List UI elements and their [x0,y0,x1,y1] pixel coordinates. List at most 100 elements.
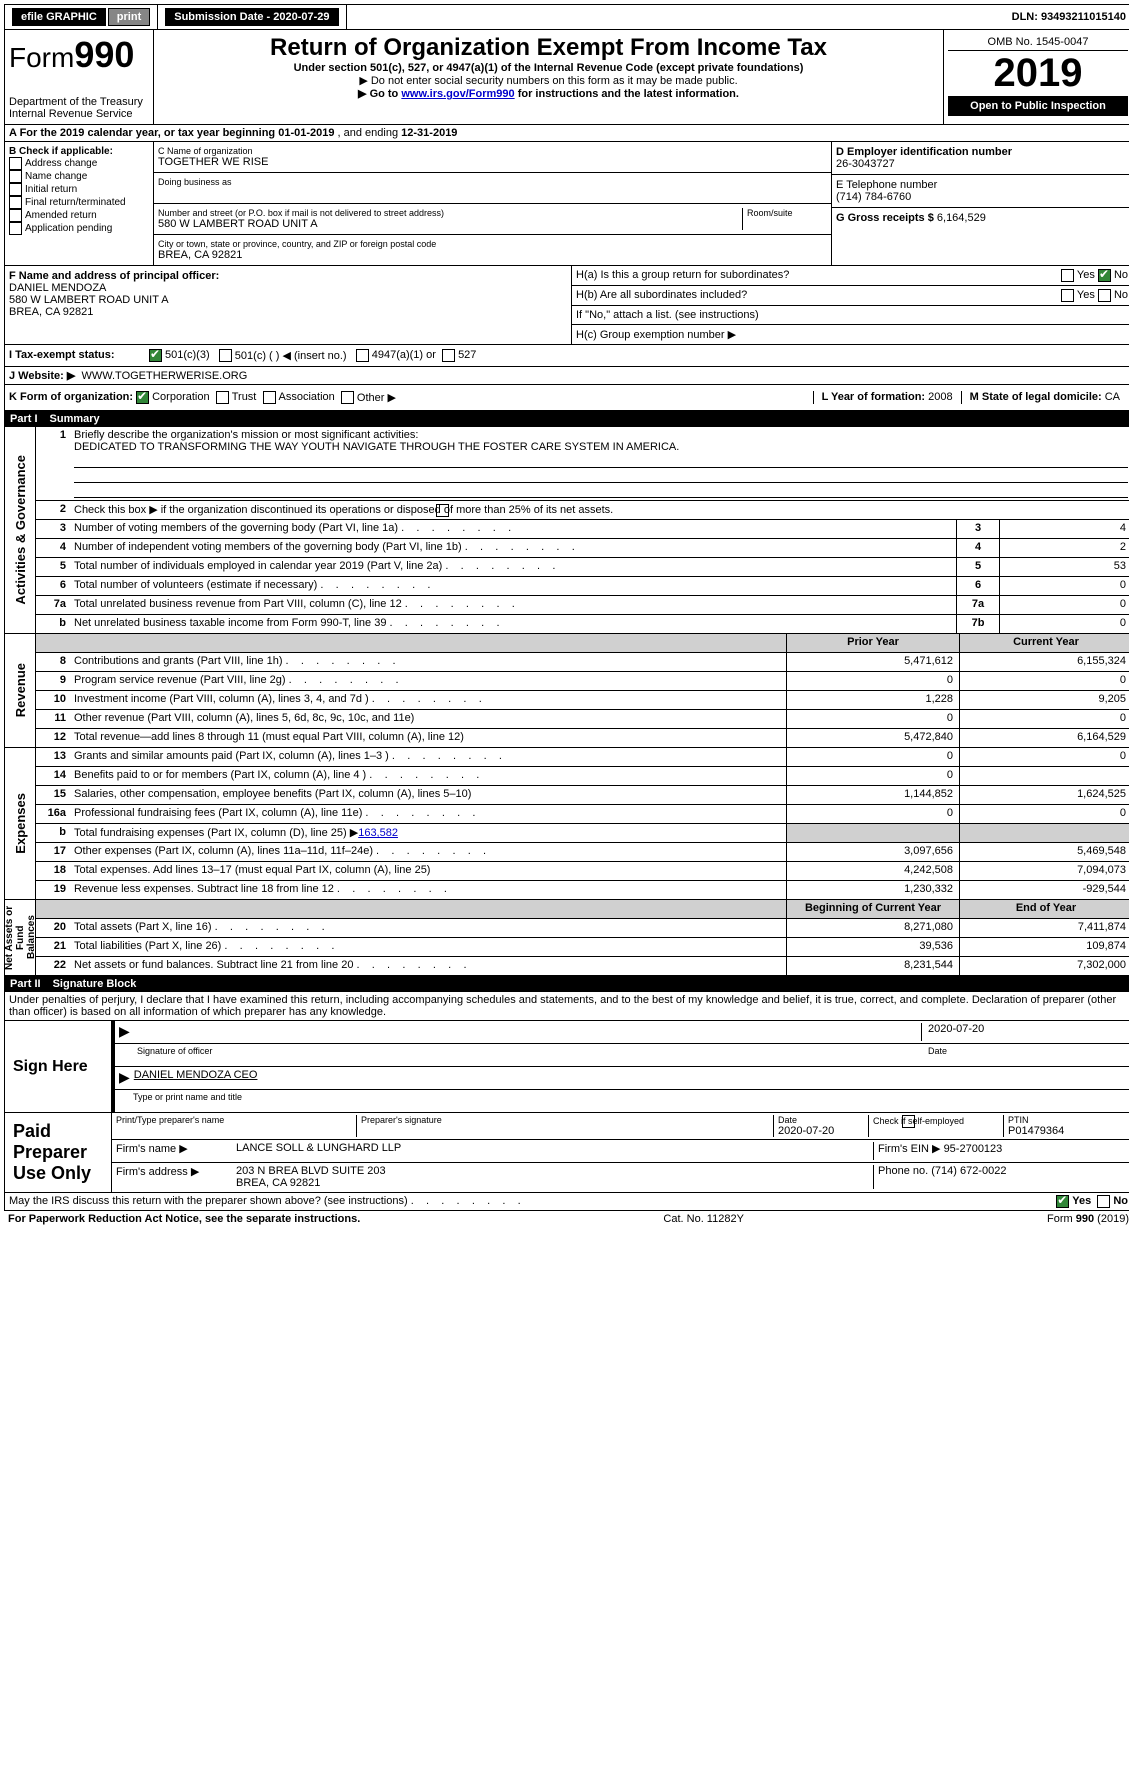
year-formation: 2008 [928,391,952,403]
mission-text: DEDICATED TO TRANSFORMING THE WAY YOUTH … [74,441,1128,453]
checkbox-trust[interactable] [216,391,229,404]
prior-11: 0 [786,710,959,728]
curr-14 [959,767,1129,785]
box-c: C Name of organization TOGETHER WE RISE … [154,142,831,265]
curr-8: 6,155,324 [959,653,1129,671]
officer-name: DANIEL MENDOZA [9,282,567,294]
val-7a: 0 [999,596,1129,614]
cat-no: Cat. No. 11282Y [663,1213,744,1225]
prior-8: 5,471,612 [786,653,959,671]
section-revenue: Revenue Prior YearCurrent Year 8Contribu… [4,634,1129,748]
checkbox-initial-return[interactable] [9,183,22,196]
form-title: Return of Organization Exempt From Incom… [158,34,939,62]
checkbox-amended[interactable] [9,209,22,222]
checkbox-hb-no[interactable] [1098,289,1111,302]
checkbox-discuss-yes[interactable] [1056,1195,1069,1208]
prior-20: 8,271,080 [786,919,959,937]
checkbox-discontinued[interactable] [436,504,449,517]
label-revenue: Revenue [11,659,30,721]
paperwork-notice: For Paperwork Reduction Act Notice, see … [8,1213,360,1225]
org-city: BREA, CA 92821 [158,249,827,261]
checkbox-discuss-no[interactable] [1097,1195,1110,1208]
officer-city: BREA, CA 92821 [9,306,567,318]
dept-treasury: Department of the Treasury [9,96,149,108]
checkbox-self-employed[interactable] [902,1115,915,1128]
form-header: Form990 Department of the Treasury Inter… [4,30,1129,125]
hdr-end: End of Year [959,900,1129,918]
checkbox-address-change[interactable] [9,157,22,170]
curr-10: 9,205 [959,691,1129,709]
checkbox-4947[interactable] [356,349,369,362]
checkbox-ha-yes[interactable] [1061,269,1074,282]
firm-name: LANCE SOLL & LUNGHARD LLP [236,1142,873,1160]
label-expenses: Expenses [11,789,30,858]
prior-14: 0 [786,767,959,785]
org-name: TOGETHER WE RISE [158,156,827,168]
perjury-statement: Under penalties of perjury, I declare th… [4,992,1129,1021]
checkbox-final-return[interactable] [9,196,22,209]
name-title-label: Type or print name and title [115,1090,1129,1112]
prior-18: 4,242,508 [786,862,959,880]
box-f: F Name and address of principal officer:… [5,266,572,344]
firm-ein: 95-2700123 [944,1143,1003,1155]
row-j: J Website: ▶ WWW.TOGETHERWERISE.ORG [4,367,1129,385]
submission-date: Submission Date - 2020-07-29 [165,8,338,26]
prior-10: 1,228 [786,691,959,709]
firm-address: 203 N BREA BLVD SUITE 203 [236,1165,873,1177]
checkbox-hb-yes[interactable] [1061,289,1074,302]
checkbox-name-change[interactable] [9,170,22,183]
omb-number: OMB No. 1545-0047 [948,34,1128,51]
curr-19: -929,544 [959,881,1129,899]
sig-date: 2020-07-20 [921,1023,1128,1041]
tax-year: 2019 [948,51,1128,96]
val-4: 2 [999,539,1129,557]
gross-receipts: 6,164,529 [937,212,986,224]
org-address: 580 W LAMBERT ROAD UNIT A [158,218,742,230]
date-label: Date [922,1046,1128,1064]
curr-15: 1,624,525 [959,786,1129,804]
prior-19: 1,230,332 [786,881,959,899]
checkbox-501c3[interactable] [149,349,162,362]
efile-button[interactable]: efile GRAPHIC [12,8,106,26]
checkbox-other[interactable] [341,391,354,404]
box-b: B Check if applicable: Address change Na… [5,142,154,265]
hdr-current: Current Year [959,634,1129,652]
submission-cell: Submission Date - 2020-07-29 [158,5,346,29]
fundraising-exp: 163,582 [358,827,398,839]
prep-sig-label: Preparer's signature [357,1115,774,1137]
irs-link[interactable]: www.irs.gov/Form990 [401,88,514,100]
ptin: P01479364 [1008,1125,1128,1137]
checkbox-assoc[interactable] [263,391,276,404]
checkbox-501c[interactable] [219,349,232,362]
note-goto: ▶ Go to www.irs.gov/Form990 for instruct… [158,87,939,100]
val-3: 4 [999,520,1129,538]
row-i: I Tax-exempt status: 501(c)(3) 501(c) ( … [4,345,1129,367]
val-5: 53 [999,558,1129,576]
section-expenses: Expenses 13Grants and similar amounts pa… [4,748,1129,900]
prior-9: 0 [786,672,959,690]
sig-officer-label: Signature of officer [119,1046,922,1064]
sign-here-label: Sign Here [5,1021,112,1112]
curr-22: 7,302,000 [959,957,1129,975]
checkbox-application-pending[interactable] [9,222,22,235]
paid-preparer-section: Paid Preparer Use Only Print/Type prepar… [4,1113,1129,1193]
form-number: Form990 [9,34,149,76]
telephone: (714) 784-6760 [836,191,1128,203]
checkbox-527[interactable] [442,349,455,362]
section-governance: Activities & Governance 1 Briefly descri… [4,427,1129,634]
sign-here-section: Sign Here ▶ 2020-07-20 Signature of offi… [4,1021,1129,1113]
curr-16a: 0 [959,805,1129,823]
open-to-public: Open to Public Inspection [948,96,1128,116]
prior-13: 0 [786,748,959,766]
hb-note: If "No," attach a list. (see instruction… [572,306,1129,325]
checkbox-corp[interactable] [136,391,149,404]
state-domicile: CA [1105,391,1120,403]
hdr-prior: Prior Year [786,634,959,652]
print-button[interactable]: print [108,8,150,26]
prep-date: 2020-07-20 [778,1125,868,1137]
checkbox-ha-no[interactable] [1098,269,1111,282]
firm-phone: (714) 672-0022 [931,1165,1006,1177]
curr-9: 0 [959,672,1129,690]
curr-21: 109,874 [959,938,1129,956]
officer-name-title: DANIEL MENDOZA CEO [134,1069,258,1087]
